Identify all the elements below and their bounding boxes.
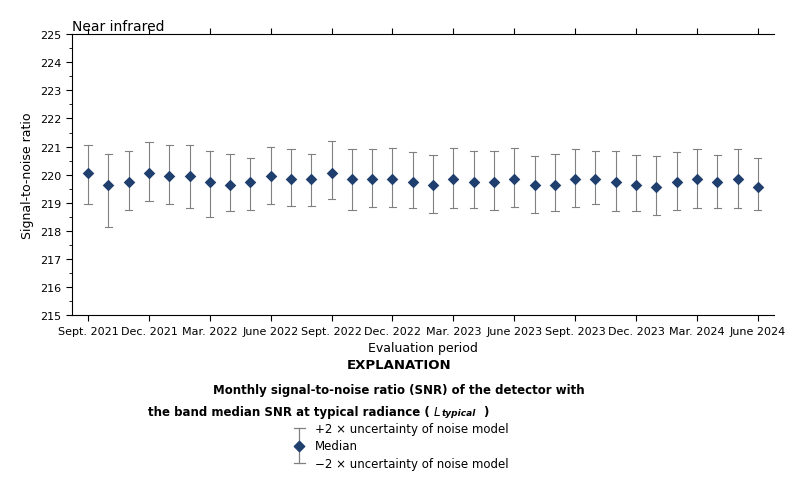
- Point: [264, 173, 277, 181]
- Point: [163, 173, 176, 181]
- Point: [488, 178, 500, 186]
- Point: [427, 181, 440, 189]
- Text: Monthly signal-to-noise ratio (SNR) of the detector with: Monthly signal-to-noise ratio (SNR) of t…: [213, 383, 585, 396]
- Point: [365, 175, 378, 183]
- Point: [650, 184, 662, 192]
- Point: [346, 175, 358, 183]
- Point: [548, 181, 561, 189]
- Point: [293, 442, 306, 450]
- Point: [630, 181, 642, 189]
- Point: [406, 178, 419, 186]
- Text: −2 × uncertainty of noise model: −2 × uncertainty of noise model: [315, 457, 509, 470]
- Point: [711, 178, 724, 186]
- Point: [610, 178, 622, 186]
- Text: the band median SNR at typical radiance (: the band median SNR at typical radiance …: [148, 405, 429, 418]
- Point: [690, 175, 703, 183]
- Point: [285, 175, 298, 183]
- Point: [447, 175, 460, 183]
- Point: [569, 175, 582, 183]
- Point: [203, 178, 216, 186]
- Point: [508, 175, 520, 183]
- Point: [102, 181, 115, 189]
- Point: [386, 175, 399, 183]
- Point: [81, 170, 94, 178]
- Text: Near infrared: Near infrared: [72, 20, 164, 34]
- Point: [468, 178, 480, 186]
- Point: [223, 181, 236, 189]
- Text: EXPLANATION: EXPLANATION: [346, 358, 452, 371]
- Text: typical: typical: [442, 408, 476, 417]
- Point: [122, 178, 135, 186]
- Point: [184, 173, 196, 181]
- Text: Median: Median: [315, 439, 358, 452]
- Text: +2 × uncertainty of noise model: +2 × uncertainty of noise model: [315, 422, 509, 435]
- Point: [670, 178, 683, 186]
- Text: ): ): [484, 405, 489, 418]
- Point: [731, 175, 744, 183]
- Text: $\mathit{L}$: $\mathit{L}$: [433, 405, 441, 418]
- X-axis label: Evaluation period: Evaluation period: [368, 342, 478, 355]
- Point: [589, 175, 602, 183]
- Point: [143, 170, 156, 178]
- Y-axis label: Signal-to-noise ratio: Signal-to-noise ratio: [22, 112, 34, 238]
- Point: [752, 184, 764, 192]
- Point: [528, 181, 541, 189]
- Point: [305, 175, 318, 183]
- Point: [326, 170, 338, 178]
- Point: [244, 178, 257, 186]
